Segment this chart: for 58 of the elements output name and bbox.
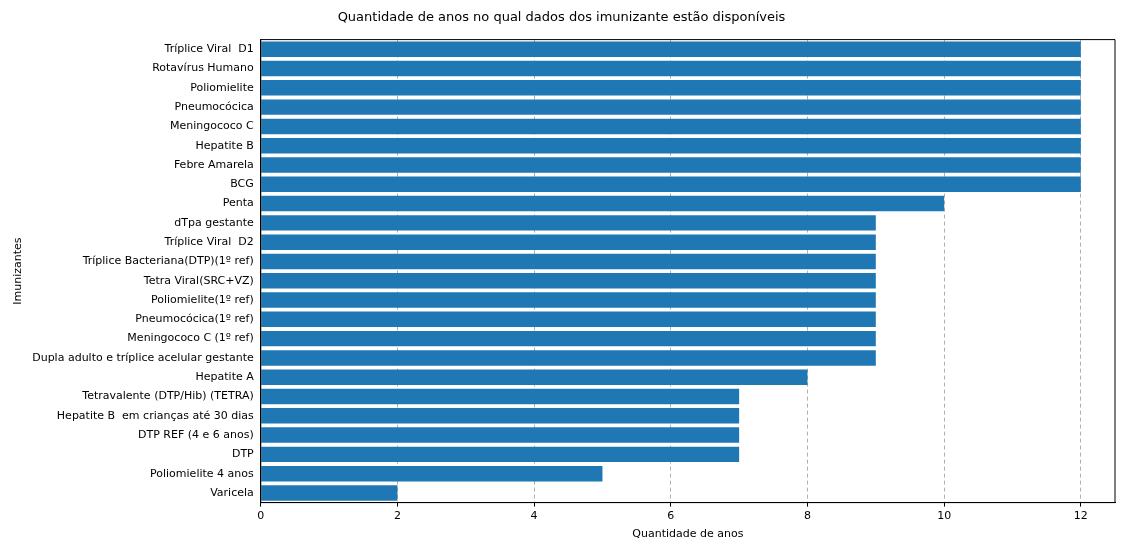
bar — [261, 195, 945, 212]
y-tick-label: Poliomielite 4 anos — [150, 466, 255, 480]
bar — [261, 465, 603, 482]
bar — [261, 369, 808, 385]
y-tick-label: Penta — [222, 196, 254, 210]
bar — [261, 137, 1081, 154]
bar — [261, 157, 1081, 173]
bar — [261, 311, 876, 328]
bar — [261, 215, 876, 231]
x-tick-label: 10 — [937, 509, 952, 523]
y-tick-label: Pneumocócica(1º ref) — [135, 312, 254, 326]
bar — [261, 60, 1081, 77]
y-tick-label: Meningococo C (1º ref) — [127, 331, 254, 345]
y-tick-label: Tetravalente (DTP/Hib) (TETRA) — [81, 389, 254, 403]
y-tick-label: Dupla adulto e tríplice acelular gestante — [32, 350, 254, 364]
bar — [261, 485, 398, 501]
bar — [261, 388, 740, 405]
y-axis-title: Imunizantes — [11, 237, 25, 305]
bar — [261, 427, 740, 443]
bar — [261, 99, 1081, 115]
x-tick-label: 8 — [803, 509, 811, 523]
y-tick-label: Hepatite B — [195, 138, 254, 152]
x-tick-label: 2 — [393, 509, 401, 523]
y-tick-label: DTP — [231, 447, 255, 461]
y-tick-label: Tetra Viral(SRC+VZ) — [142, 273, 254, 287]
bar — [261, 330, 876, 347]
bar — [261, 118, 1081, 135]
bar — [261, 80, 1081, 96]
y-tick-label: BCG — [230, 177, 254, 191]
y-tick-label: dTpa gestante — [174, 215, 254, 229]
y-tick-label: Tríplice Viral D2 — [163, 235, 254, 249]
y-tick-label: Hepatite A — [195, 370, 255, 384]
x-tick-label: 12 — [1073, 509, 1088, 523]
bar — [261, 350, 876, 366]
x-axis-title: Quantidade de anos — [632, 527, 744, 541]
bar — [261, 408, 740, 424]
y-tick-label: DTP REF (4 e 6 anos) — [138, 427, 254, 441]
y-tick-label: Febre Amarela — [173, 157, 254, 171]
y-tick-label: Tríplice Viral D1 — [163, 42, 254, 56]
bar — [261, 292, 876, 308]
y-tick-label: Poliomielite(1º ref) — [151, 292, 254, 306]
y-tick-label: Poliomielite — [190, 80, 254, 94]
bar — [261, 253, 876, 270]
bar — [261, 234, 876, 250]
y-tick-label: Hepatite B em crianças até 30 dias — [56, 408, 255, 422]
y-tick-label: Tríplice Bacteriana(DTP)(1º ref) — [81, 254, 254, 268]
bar — [261, 273, 876, 289]
y-tick-label: Meningococo C — [170, 119, 255, 133]
y-tick-label: Rotavírus Humano — [152, 61, 255, 75]
x-tick-label: 6 — [667, 509, 675, 523]
y-tick-label: Varicela — [210, 485, 254, 499]
bar — [261, 41, 1081, 57]
x-tick-label: 4 — [530, 509, 538, 523]
x-tick-label: 0 — [257, 509, 265, 523]
bar — [261, 176, 1081, 192]
chart-title: Quantidade de anos no qual dados dos imunizante estão disponíveis — [337, 9, 786, 25]
y-tick-label: Pneumocócica — [174, 99, 254, 113]
bar — [261, 446, 740, 463]
